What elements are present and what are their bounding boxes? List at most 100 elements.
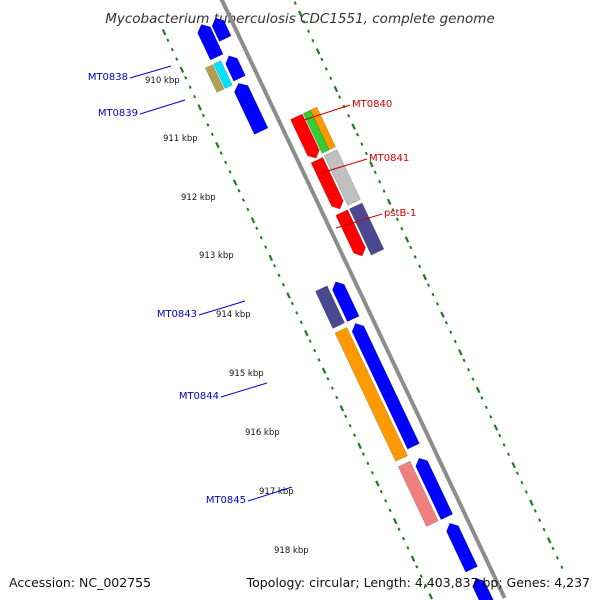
scale-tick (246, 207, 250, 212)
scale-tick (520, 480, 524, 485)
scale-tick (410, 555, 416, 562)
scale-tick (298, 10, 303, 17)
kbp-marker-label: 916 kbp (245, 428, 280, 438)
gene-mt0841[interactable] (323, 149, 361, 206)
scale-tick (366, 461, 370, 466)
gene-mt0845-pink[interactable] (397, 460, 439, 527)
gene-label-leader-line (320, 158, 368, 174)
kbp-marker-label: 911 kbp (163, 134, 198, 144)
scale-tick (335, 395, 339, 400)
map-title: Mycobacterium tuberculosis CDC1551, comp… (105, 11, 495, 27)
scale-tick (250, 217, 256, 224)
gene-mt0840-red[interactable] (290, 113, 320, 159)
scale-tick (493, 424, 499, 431)
scale-tick (320, 57, 324, 62)
kbp-marker-label: 910 kbp (145, 76, 180, 86)
scale-tick (219, 151, 223, 155)
gene-pstb-1-red[interactable] (335, 209, 366, 257)
gene-mt0844[interactable] (351, 323, 420, 450)
gene-bottom-blue-2[interactable] (472, 577, 495, 600)
gene-mt0838-cyan[interactable] (213, 60, 233, 89)
scale-tick (395, 217, 399, 222)
scale-tick (384, 499, 388, 503)
scale-tick (515, 471, 519, 475)
gene-mt0843[interactable] (332, 281, 360, 322)
scale-tick (551, 546, 555, 551)
scale-tick (339, 405, 345, 412)
gene-label-mt0845[interactable]: MT0845 (206, 495, 246, 506)
scale-tick (373, 170, 377, 175)
scale-tick (308, 339, 312, 343)
scale-tick (161, 29, 167, 36)
scale-tick (317, 358, 321, 362)
scale-tick (302, 20, 306, 24)
scale-tick (369, 161, 374, 168)
scale-tick (444, 320, 448, 325)
gene-top-blue-right[interactable] (211, 17, 232, 42)
scale-tick (555, 556, 559, 560)
scale-tick (475, 386, 481, 394)
scale-tick (511, 461, 516, 469)
kbp-marker-label: 912 kbp (181, 193, 216, 203)
gene-top-blue-left[interactable] (197, 24, 224, 61)
gene-label-mt0841[interactable]: MT0841 (369, 153, 409, 164)
scale-tick (422, 273, 428, 281)
scale-tick (560, 565, 564, 569)
gene-label-mt0843[interactable]: MT0843 (157, 309, 197, 320)
scale-tick (313, 348, 317, 353)
scale-tick (206, 123, 210, 127)
gene-label-mt0844[interactable]: MT0844 (179, 391, 219, 402)
scale-tick (413, 255, 417, 259)
scale-tick (538, 518, 542, 522)
scale-tick (197, 104, 202, 111)
gene-mt0843-navy[interactable] (315, 285, 345, 329)
scale-tick (268, 254, 274, 262)
scale-tick (397, 527, 401, 531)
gene-mt0839[interactable] (233, 82, 269, 135)
genome-backbone (219, 0, 507, 599)
scale-tick (166, 38, 170, 43)
scale-tick (286, 292, 291, 299)
scale-tick (431, 292, 435, 297)
scale-tick (382, 189, 386, 193)
gene-mt0845[interactable] (415, 457, 454, 520)
scale-tick (357, 442, 362, 450)
gene-mt0838[interactable] (225, 55, 246, 82)
scale-tick (484, 405, 488, 410)
scale-tick (232, 179, 238, 186)
scale-tick (210, 132, 214, 137)
scale-tick (379, 489, 383, 494)
gene-mt0841-red[interactable] (310, 157, 344, 210)
gene-label-mt0840[interactable]: MT0840 (352, 99, 392, 110)
scale-tick (311, 38, 315, 43)
scale-tick (273, 264, 277, 268)
gene-label-leader-line (303, 104, 351, 121)
scale-tick (224, 160, 228, 165)
accession-text: Accession: NC_002755 (9, 575, 151, 590)
gene-label-leader-line (198, 300, 246, 316)
scale-tick (355, 132, 359, 137)
scale-tick (304, 329, 309, 337)
scale-tick (281, 282, 285, 287)
scale-tick (435, 302, 439, 306)
gene-label-pstb-1[interactable]: pstB-1 (384, 208, 416, 219)
scale-tick (348, 423, 352, 428)
scale-tick (467, 367, 471, 372)
scale-tick (480, 396, 484, 400)
scale-tick (307, 29, 311, 34)
gene-label-mt0839[interactable]: MT0839 (98, 108, 138, 119)
gene-pstb-1[interactable] (348, 202, 385, 256)
gene-label-mt0838[interactable]: MT0838 (88, 72, 128, 83)
gene-bottom-blue[interactable] (446, 522, 478, 573)
gene-mt0840-orange[interactable] (310, 106, 336, 151)
gene-mt0844-orange[interactable] (334, 327, 408, 462)
scale-tick (388, 508, 392, 513)
gene-mt0838-olive[interactable] (204, 64, 225, 93)
gene-labels-layer: MT0838 MT0839 MT0840 MT0841 pstB-1 MT0843 MT08… (88, 65, 416, 506)
scale-tick (237, 188, 241, 193)
scale-tick (391, 208, 395, 212)
scale-tick (338, 95, 342, 99)
scale-tick (175, 57, 179, 61)
scale-tick (427, 283, 431, 287)
